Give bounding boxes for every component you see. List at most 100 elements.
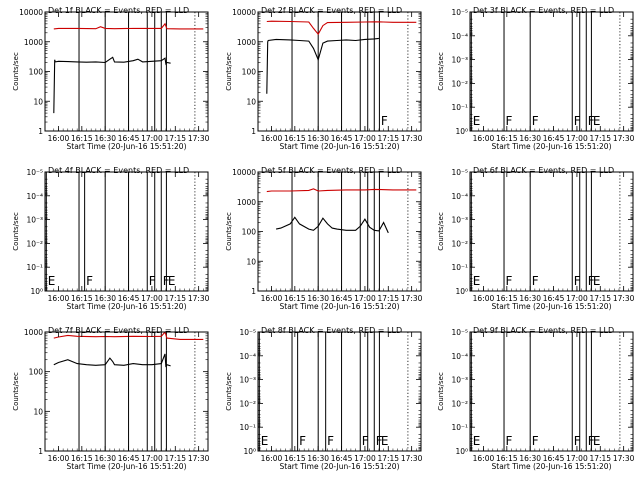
y-tick-label: 10⁻⁴ <box>451 192 468 201</box>
panel-title: Det 8f BLACK = Events, RED = LLD <box>261 326 402 335</box>
event-marker-label: E <box>473 434 481 448</box>
event-marker-label: E <box>168 274 176 288</box>
x-tick-label: 17:00 <box>141 294 163 303</box>
x-tick-label: 17:15 <box>377 294 399 303</box>
event-marker-label: E <box>473 274 481 288</box>
event-marker-label: F <box>327 434 334 448</box>
panel-det5: Det 5f BLACK = Events, RED = LLD 1 10 100 10… <box>225 166 423 311</box>
y-tick-label: 1000 <box>237 38 256 47</box>
panel-det4: Det 4f BLACK = Events, RED = LLDEFFFE10⁻… <box>12 166 210 311</box>
x-tick-label: 16:30 <box>94 454 116 463</box>
x-axis-label: Start Time (20-Jun-16 15:51:20) <box>67 462 187 471</box>
x-tick-label: 16:15 <box>284 454 306 463</box>
event-marker-label: E <box>473 114 481 128</box>
x-tick-label: 17:15 <box>377 134 399 143</box>
panel-title: Det 4f BLACK = Events, RED = LLD <box>48 166 189 175</box>
events-series-line <box>53 353 171 368</box>
y-tick-label: 10⁰ <box>30 287 43 296</box>
y-tick-label: 1000 <box>24 328 43 337</box>
y-tick-label: 10000 <box>232 168 256 177</box>
x-tick-label: 16:15 <box>284 294 306 303</box>
panel-title: Det 3f BLACK = Events, RED = LLD <box>473 6 614 15</box>
y-tick-label: 10 <box>246 97 256 106</box>
x-tick-label: 17:15 <box>589 134 611 143</box>
y-tick-label: 10⁻¹ <box>26 263 43 272</box>
events-series-line <box>266 37 379 94</box>
y-tick-label: 10⁻⁵ <box>26 168 43 177</box>
x-tick-label: 16:15 <box>71 454 93 463</box>
x-tick-label: 16:30 <box>94 134 116 143</box>
y-tick-label: 10⁻⁵ <box>451 168 468 177</box>
event-marker-label: F <box>506 274 513 288</box>
events-series-line <box>53 56 171 114</box>
y-tick-label: 10⁻³ <box>451 216 468 225</box>
x-tick-label: 16:15 <box>496 294 518 303</box>
panel-det3: Det 3f BLACK = Events, RED = LLDEFFFFE10… <box>437 6 635 151</box>
x-tick-label: 16:45 <box>543 134 565 143</box>
y-tick-label: 1 <box>38 127 43 136</box>
plot-frame <box>469 11 634 132</box>
panel-title: Det 9f BLACK = Events, RED = LLD <box>473 326 614 335</box>
y-axis-label: Counts/sec <box>12 372 20 411</box>
panel-det2: Det 2f BLACK = Events, RED = LLD F 1 10 100 1… <box>225 6 423 151</box>
lld-series-line <box>266 20 417 36</box>
y-tick-label: 10⁻¹ <box>451 103 468 112</box>
x-tick-label: 16:45 <box>331 454 353 463</box>
x-tick-label: 16:15 <box>496 134 518 143</box>
x-tick-label: 17:00 <box>354 454 376 463</box>
plot-frame <box>469 331 634 452</box>
y-axis-label: Counts/sec <box>437 212 445 251</box>
y-tick-label: 100 <box>242 68 257 77</box>
x-tick-label: 16:00 <box>473 294 495 303</box>
y-tick-label: 10⁻² <box>239 399 256 408</box>
x-tick-label: 17:15 <box>589 454 611 463</box>
event-marker-label: F <box>86 274 93 288</box>
event-marker-label: E <box>261 434 269 448</box>
x-tick-label: 16:45 <box>118 294 140 303</box>
y-tick-label: 10000 <box>19 8 43 17</box>
y-tick-label: 1 <box>38 447 43 456</box>
panel-det8: Det 8f BLACK = Events, RED = LLDEFFFFE10… <box>225 326 423 471</box>
y-tick-label: 100 <box>29 368 44 377</box>
x-axis-label: Start Time (20-Jun-16 15:51:20) <box>67 142 187 151</box>
y-tick-label: 100 <box>29 68 44 77</box>
plot-frame <box>257 11 422 132</box>
x-tick-label: 17:30 <box>401 134 423 143</box>
y-tick-label: 1000 <box>237 198 256 207</box>
panel-det6: Det 6f BLACK = Events, RED = LLDEFFFFE10… <box>437 166 635 311</box>
y-tick-label: 1 <box>251 287 256 296</box>
y-tick-label: 10⁻⁵ <box>451 8 468 17</box>
x-tick-label: 16:00 <box>48 294 70 303</box>
y-tick-label: 10⁻³ <box>239 376 256 385</box>
x-tick-label: 16:30 <box>519 134 541 143</box>
x-tick-label: 16:45 <box>543 454 565 463</box>
event-marker-label: F <box>574 114 581 128</box>
y-tick-label: 10 <box>33 407 43 416</box>
x-tick-label: 16:00 <box>261 294 283 303</box>
x-tick-label: 17:00 <box>566 454 588 463</box>
x-axis-label: Start Time (20-Jun-16 15:51:20) <box>280 302 400 311</box>
plot-frame <box>44 11 209 132</box>
x-tick-label: 16:00 <box>473 454 495 463</box>
event-marker-label: F <box>574 274 581 288</box>
y-tick-label: 10⁻³ <box>451 56 468 65</box>
y-tick-label: 10⁰ <box>455 287 468 296</box>
x-axis-label: Start Time (20-Jun-16 15:51:20) <box>280 462 400 471</box>
y-tick-label: 10⁻⁴ <box>451 352 468 361</box>
x-axis-label: Start Time (20-Jun-16 15:51:20) <box>492 142 612 151</box>
plot-frame <box>257 331 422 452</box>
x-tick-label: 17:30 <box>188 134 210 143</box>
event-marker-label: F <box>532 114 539 128</box>
y-axis-label: Counts/sec <box>12 52 20 91</box>
y-tick-label: 10⁰ <box>243 447 256 456</box>
x-tick-label: 16:00 <box>48 134 70 143</box>
event-marker-label: F <box>574 434 581 448</box>
x-tick-label: 17:30 <box>613 454 635 463</box>
y-tick-label: 10000 <box>232 8 256 17</box>
event-marker-label: E <box>381 434 389 448</box>
panel-title: Det 6f BLACK = Events, RED = LLD <box>473 166 614 175</box>
x-tick-label: 17:15 <box>164 134 186 143</box>
panel-title: Det 7f BLACK = Events, RED = LLD <box>48 326 189 335</box>
event-marker-label: F <box>506 114 513 128</box>
